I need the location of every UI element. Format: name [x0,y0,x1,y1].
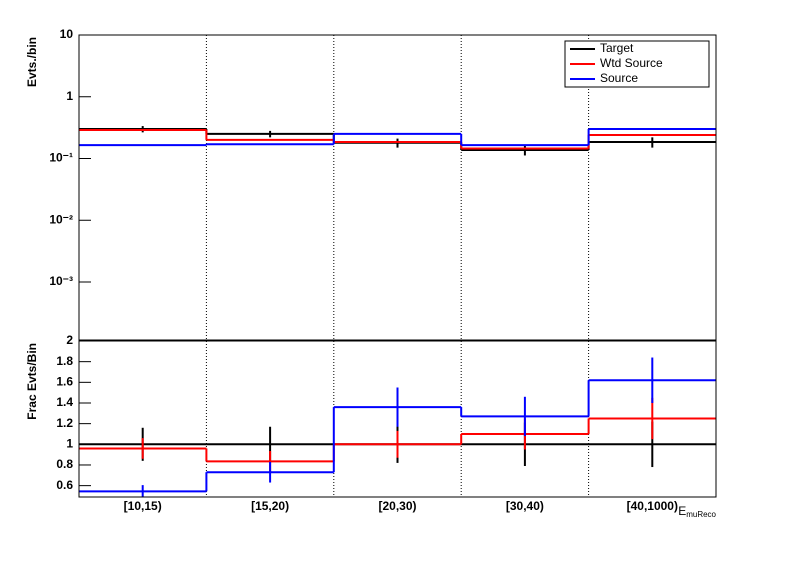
x-axis-title-sub: muReco [686,510,716,519]
y-tick-label: 1 [66,436,73,450]
y-tick-label: 1 [66,89,73,103]
y-tick-label: 1.8 [56,354,73,368]
y-tick-label: 1.2 [56,416,73,430]
y-tick-label: 0.6 [56,478,73,492]
plot-frame [78,34,717,341]
x-axis-title-main: E [678,504,686,518]
x-tick-label: [30,40) [506,499,544,513]
x-tick-label: [40,1000) [627,499,678,513]
y-tick-label: 0.8 [56,457,73,471]
y-tick-label: 10⁻³ [49,274,73,288]
plot-frame [78,340,717,498]
legend-label: Wtd Source [600,56,663,70]
x-tick-label: [20,30) [378,499,416,513]
y-tick-label: 1.4 [56,395,73,409]
x-tick-label: [10,15) [124,499,162,513]
y-tick-label: 1.6 [56,374,73,388]
legend-label: Source [600,71,638,85]
y-tick-label: 10⁻¹ [49,151,73,165]
legend-label: Target [600,41,634,55]
y-tick-label: 2 [66,333,73,347]
y-axis-title: Frac Evts/Bin [25,343,39,420]
x-axis-title: EmuReco [678,504,716,519]
y-axis-title: Evts./bin [25,37,39,87]
y-tick-label: 10 [60,27,74,41]
y-tick-label: 10⁻² [49,212,73,226]
x-tick-label: [15,20) [251,499,289,513]
